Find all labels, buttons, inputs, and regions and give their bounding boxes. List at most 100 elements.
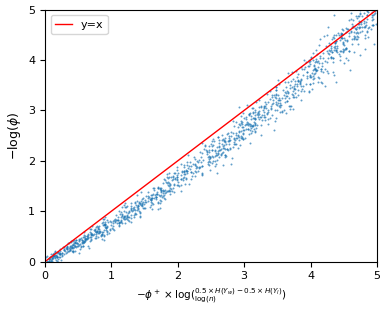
Point	[362, 24, 368, 29]
Point	[119, 221, 125, 226]
Point	[354, 36, 360, 41]
Point	[139, 203, 146, 208]
Point	[307, 73, 313, 78]
Point	[246, 132, 252, 137]
Point	[353, 27, 359, 32]
Point	[290, 107, 296, 112]
Point	[328, 46, 335, 51]
Point	[48, 259, 54, 264]
Point	[362, 25, 368, 30]
Point	[361, 18, 367, 23]
Point	[217, 147, 223, 152]
Point	[64, 244, 70, 249]
Point	[170, 174, 176, 179]
Point	[56, 250, 62, 255]
Point	[111, 227, 117, 232]
Point	[194, 159, 200, 164]
Point	[362, 46, 368, 51]
Point	[219, 133, 225, 138]
Point	[228, 134, 234, 139]
Point	[352, 26, 358, 31]
Point	[356, 14, 362, 19]
Point	[178, 177, 184, 182]
Point	[101, 233, 107, 238]
Point	[203, 148, 209, 153]
Point	[255, 112, 261, 117]
Point	[170, 185, 176, 190]
Point	[338, 35, 344, 40]
Point	[248, 114, 254, 119]
Point	[353, 27, 359, 32]
Point	[327, 48, 333, 53]
Point	[84, 233, 90, 238]
Point	[66, 246, 72, 251]
Point	[123, 209, 129, 214]
Point	[292, 79, 298, 84]
Point	[206, 143, 212, 148]
Point	[164, 188, 170, 193]
Point	[318, 68, 324, 73]
Point	[51, 252, 58, 257]
Point	[332, 41, 338, 46]
Point	[335, 31, 342, 36]
Point	[255, 111, 261, 116]
Point	[302, 64, 308, 69]
Point	[220, 146, 226, 151]
Point	[172, 176, 178, 181]
Point	[149, 195, 155, 200]
Point	[198, 159, 204, 164]
Point	[261, 109, 267, 114]
Point	[258, 105, 264, 110]
Point	[118, 214, 124, 219]
Point	[46, 258, 52, 263]
Point	[182, 181, 188, 186]
Point	[48, 259, 54, 264]
Point	[293, 69, 299, 74]
Point	[69, 243, 75, 248]
Point	[301, 66, 307, 71]
Point	[307, 75, 313, 80]
Point	[66, 248, 73, 253]
Point	[70, 239, 76, 244]
Point	[198, 173, 205, 178]
Point	[338, 33, 344, 38]
Point	[326, 51, 332, 56]
Point	[284, 98, 290, 103]
Point	[288, 103, 294, 108]
Point	[157, 197, 163, 202]
Point	[165, 176, 171, 181]
Point	[56, 255, 62, 260]
Point	[76, 239, 82, 244]
Point	[273, 87, 279, 92]
Point	[324, 59, 330, 64]
Point	[137, 209, 143, 214]
Point	[300, 83, 306, 88]
Point	[340, 50, 346, 55]
Point	[340, 48, 347, 53]
Point	[313, 68, 319, 73]
Point	[344, 38, 350, 43]
Point	[82, 238, 88, 243]
Point	[46, 259, 52, 264]
Point	[350, 24, 357, 29]
Point	[132, 212, 138, 217]
Point	[312, 66, 318, 71]
Point	[320, 50, 326, 55]
Point	[118, 219, 124, 224]
Point	[146, 193, 152, 198]
Point	[295, 79, 301, 84]
Point	[64, 249, 70, 254]
Point	[342, 29, 349, 34]
Point	[49, 255, 55, 260]
Point	[277, 101, 283, 106]
Point	[160, 193, 166, 198]
Point	[281, 108, 287, 113]
Point	[80, 240, 86, 245]
Point	[233, 130, 239, 135]
Point	[218, 152, 224, 157]
Point	[142, 205, 148, 210]
Point	[263, 105, 269, 110]
Point	[269, 113, 275, 118]
Point	[178, 177, 184, 182]
Point	[341, 42, 347, 47]
